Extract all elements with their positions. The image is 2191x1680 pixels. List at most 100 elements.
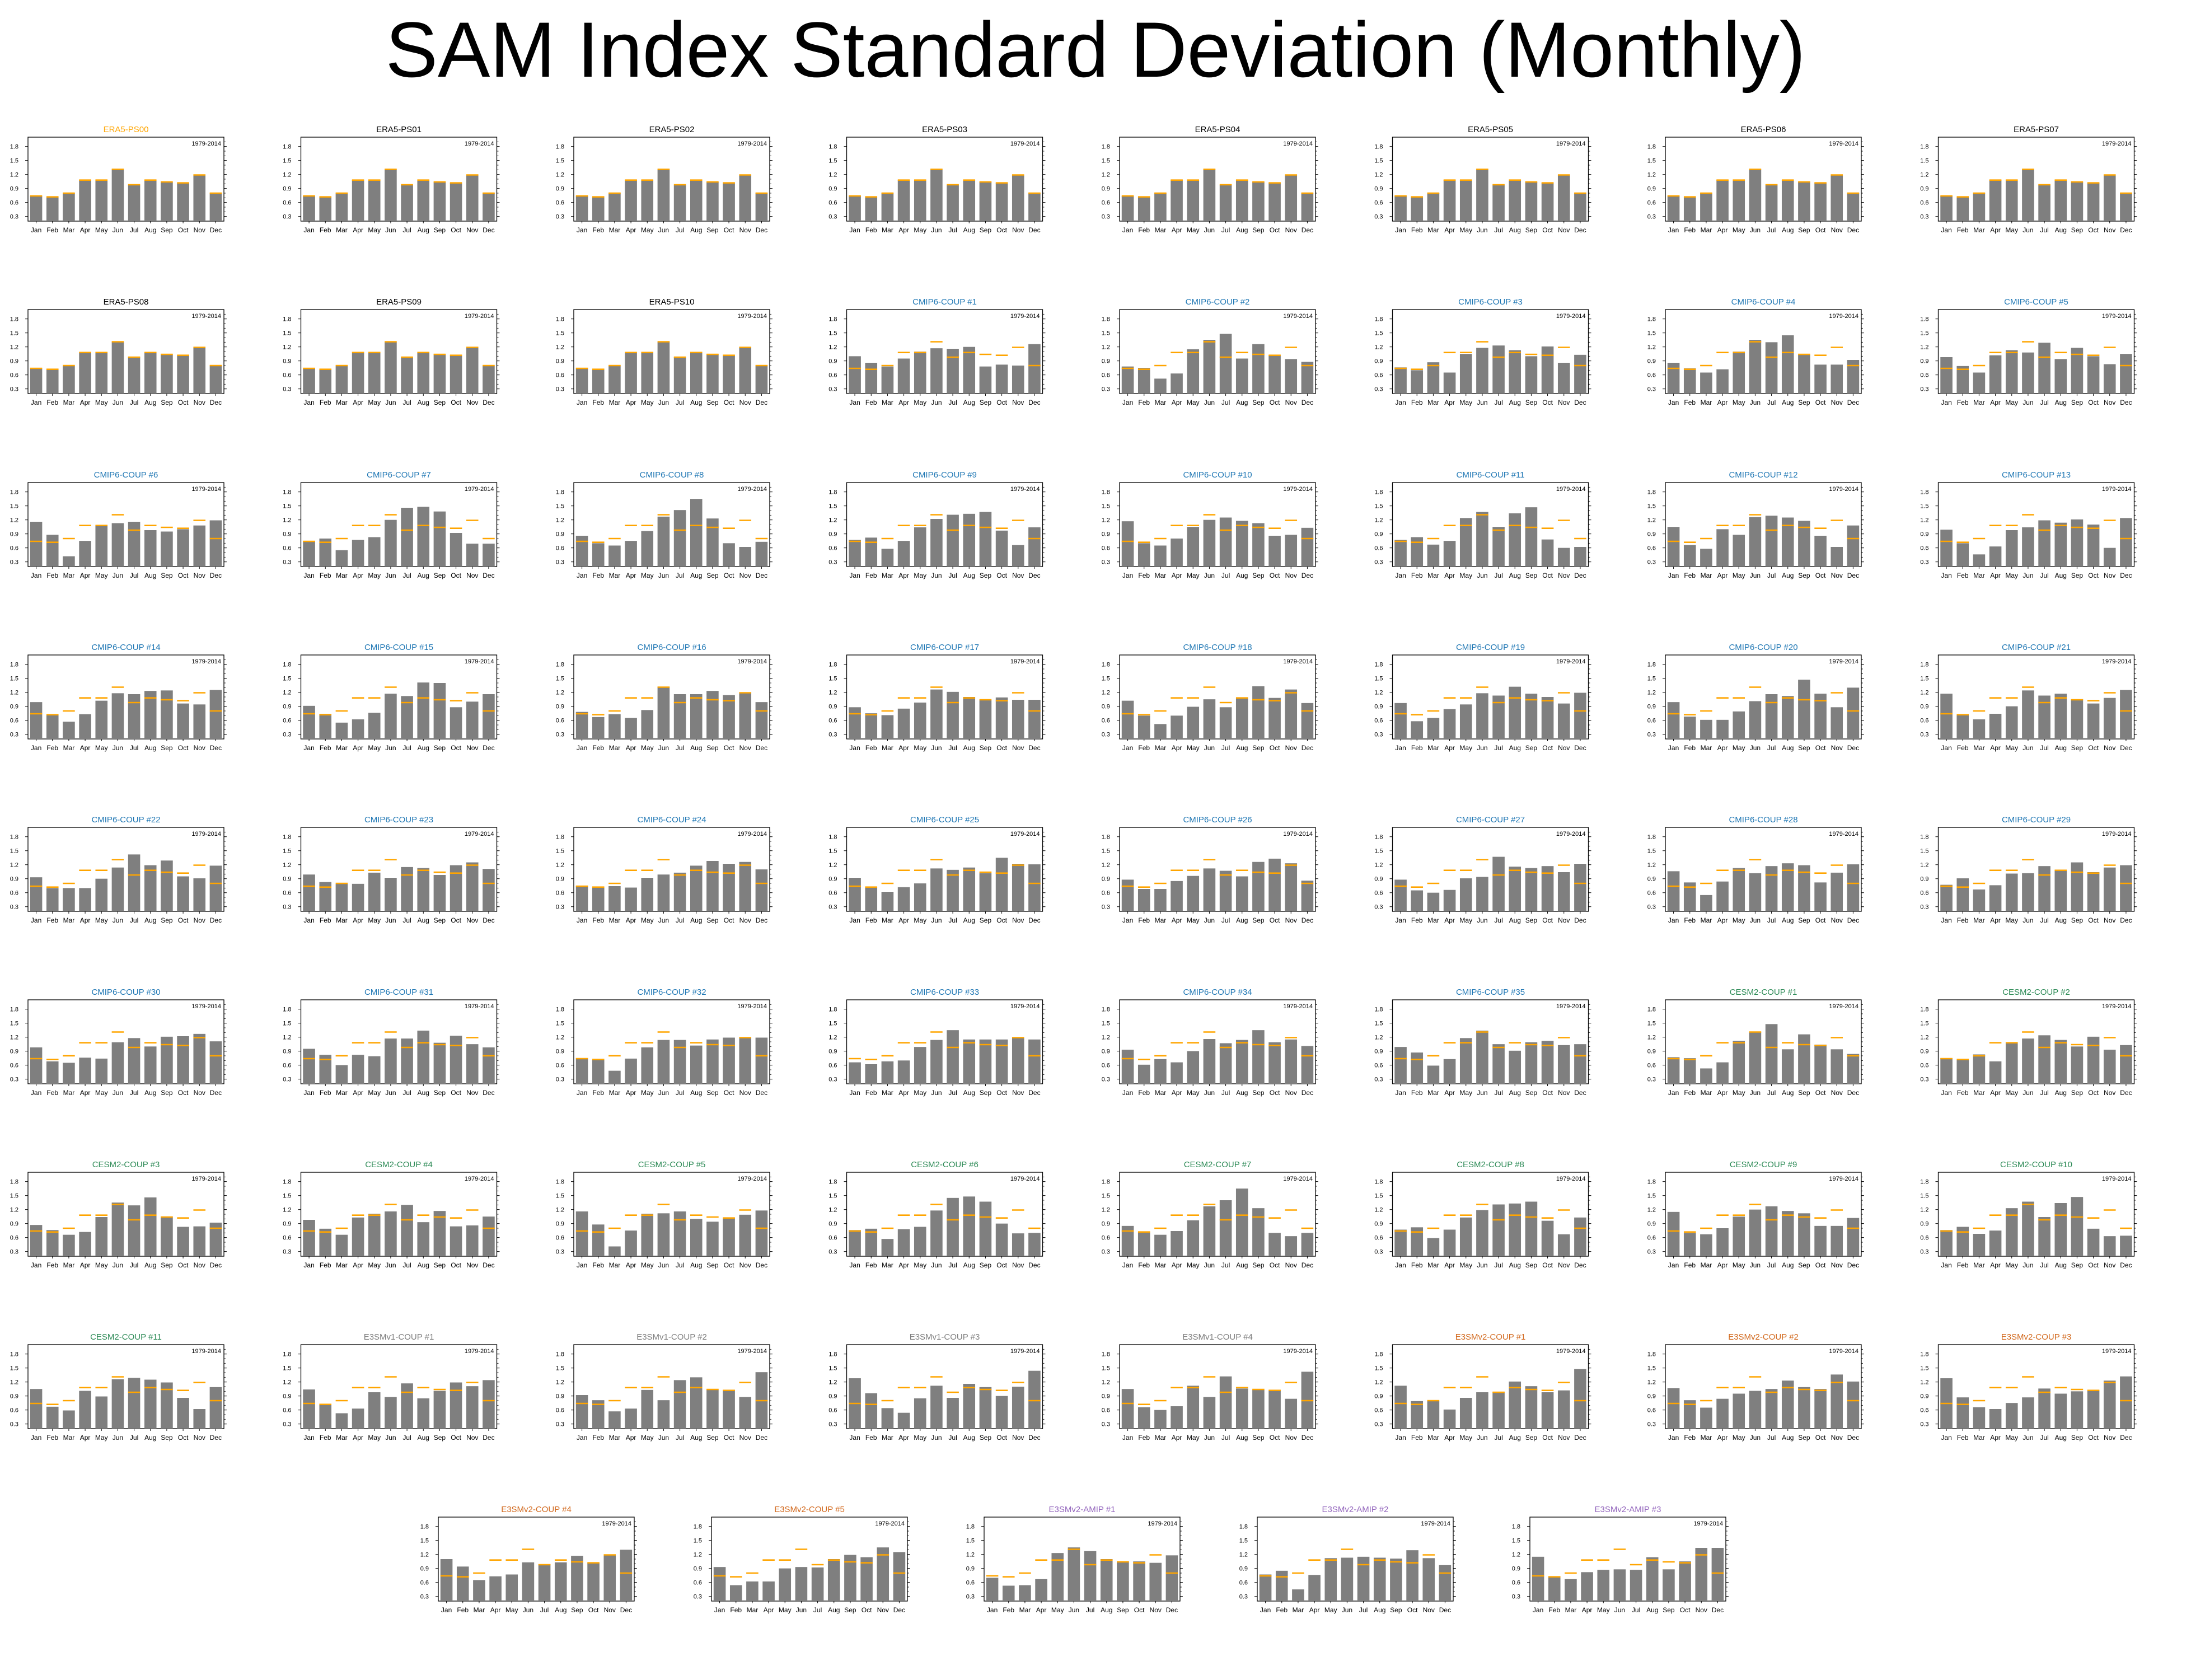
- y-tick-label: 1.2: [828, 690, 837, 696]
- y-tick-label: 1.8: [10, 489, 18, 496]
- x-tick-label: Jul: [2040, 1261, 2048, 1269]
- x-tick-label: Aug: [418, 226, 429, 234]
- bar: [1285, 689, 1298, 739]
- x-tick-label: Sep: [161, 572, 173, 579]
- y-tick-label: 0.3: [10, 732, 18, 738]
- bar: [1121, 1050, 1134, 1084]
- bar: [401, 357, 413, 394]
- x-tick-label: Jul: [130, 1261, 138, 1269]
- x-tick-label: Aug: [1509, 399, 1521, 406]
- bar: [1154, 1059, 1167, 1084]
- x-tick-label: Feb: [865, 399, 877, 406]
- panel-title: CMIP6-COUP #28: [1729, 815, 1797, 825]
- y-tick-label: 0.9: [556, 704, 564, 710]
- x-tick-label: Jul: [1767, 399, 1776, 406]
- period-label: 1979-2014: [1010, 1176, 1040, 1182]
- x-tick-label: Feb: [865, 744, 877, 752]
- bar: [673, 1040, 686, 1084]
- bar: [2120, 865, 2132, 911]
- panel: CMIP6-COUP #41979-20140.30.60.91.21.51.8…: [1647, 297, 1864, 406]
- x-tick-label: Sep: [706, 744, 719, 752]
- y-tick-label: 1.5: [283, 1365, 291, 1372]
- bar: [1574, 354, 1586, 394]
- x-tick-label: Dec: [1028, 226, 1040, 234]
- x-tick-label: Jan: [1395, 572, 1406, 579]
- x-tick-label: Dec: [1847, 744, 1859, 752]
- bar: [706, 1039, 719, 1084]
- y-tick-label: 1.8: [828, 489, 837, 496]
- x-tick-label: Apr: [353, 226, 363, 234]
- panel-title: E3SMv1-COUP #1: [364, 1332, 434, 1342]
- bar: [739, 175, 752, 221]
- panel: CMIP6-COUP #21979-20140.30.60.91.21.51.8…: [1102, 297, 1318, 406]
- y-tick-label: 0.9: [1374, 1049, 1383, 1055]
- x-tick-label: Jul: [1221, 916, 1230, 924]
- x-tick-label: Mar: [1973, 916, 1985, 924]
- bar: [914, 1227, 926, 1256]
- period-label: 1979-2014: [465, 141, 494, 147]
- panel: CMIP6-COUP #81979-20140.30.60.91.21.51.8…: [556, 470, 773, 579]
- y-tick-label: 1.2: [10, 1207, 18, 1214]
- x-tick-label: Mar: [1701, 572, 1712, 579]
- bar: [1973, 889, 1986, 911]
- bar: [625, 887, 637, 911]
- x-tick-label: Sep: [980, 916, 992, 924]
- x-tick-label: Dec: [483, 399, 494, 406]
- x-tick-label: Nov: [1831, 226, 1843, 234]
- x-tick-label: Mar: [63, 1089, 75, 1097]
- x-tick-label: Jul: [1494, 1261, 1502, 1269]
- y-tick-label: 1.8: [1374, 144, 1383, 151]
- x-tick-label: Oct: [451, 399, 461, 406]
- x-tick-label: Sep: [2071, 916, 2084, 924]
- x-tick-label: Dec: [1574, 1089, 1586, 1097]
- bar: [755, 702, 768, 739]
- panel: CMIP6-COUP #181979-20140.30.60.91.21.51.…: [1102, 643, 1318, 752]
- bar: [1749, 1032, 1762, 1084]
- bar: [177, 182, 189, 221]
- panel: CMIP6-COUP #341979-20140.30.60.91.21.51.…: [1102, 988, 1318, 1097]
- x-tick-label: Sep: [434, 916, 446, 924]
- bar: [1749, 701, 1762, 739]
- x-tick-label: Aug: [1509, 916, 1521, 924]
- period-label: 1979-2014: [191, 1003, 221, 1010]
- x-tick-label: May: [2005, 916, 2018, 924]
- y-tick-label: 1.5: [1374, 676, 1383, 682]
- y-tick-label: 0.9: [1102, 358, 1110, 365]
- panel: CMIP6-COUP #221979-20140.30.60.91.21.51.…: [10, 815, 227, 924]
- y-tick-label: 1.5: [1920, 158, 1928, 165]
- period-label: 1979-2014: [191, 313, 221, 320]
- bar: [417, 180, 430, 221]
- y-tick-label: 1.5: [10, 1365, 18, 1372]
- bar: [2087, 356, 2100, 394]
- bar: [450, 182, 462, 221]
- x-tick-label: Apr: [1444, 572, 1455, 579]
- panel-title: CMIP6-COUP #35: [1456, 988, 1525, 997]
- panel: CMIP6-COUP #91979-20140.30.60.91.21.51.8…: [828, 470, 1046, 579]
- y-tick-label: 0.3: [1920, 904, 1928, 911]
- x-tick-label: Sep: [706, 1261, 719, 1269]
- y-tick-label: 0.6: [556, 1063, 564, 1069]
- y-tick-label: 1.8: [283, 1351, 291, 1358]
- bar: [385, 341, 397, 394]
- x-tick-label: Apr: [898, 1261, 909, 1269]
- bar: [303, 541, 315, 567]
- x-tick-label: Feb: [1138, 572, 1150, 579]
- x-tick-label: Dec: [1028, 916, 1040, 924]
- bar: [1252, 862, 1265, 911]
- y-tick-label: 1.5: [1647, 1021, 1656, 1027]
- bar: [161, 531, 173, 567]
- bar: [63, 888, 75, 911]
- y-tick-label: 0.9: [828, 531, 837, 538]
- y-tick-label: 0.3: [1920, 1077, 1928, 1083]
- y-tick-label: 0.9: [1374, 1221, 1383, 1228]
- bar: [303, 196, 315, 221]
- x-tick-label: Aug: [963, 1261, 975, 1269]
- bar: [723, 1037, 735, 1084]
- x-tick-label: Jun: [931, 399, 942, 406]
- bar: [1285, 863, 1298, 911]
- panel: CMIP6-COUP #281979-20140.30.60.91.21.51.…: [1647, 815, 1864, 924]
- bar: [1492, 857, 1505, 911]
- x-tick-label: May: [1733, 1261, 1745, 1269]
- bar: [592, 1224, 605, 1256]
